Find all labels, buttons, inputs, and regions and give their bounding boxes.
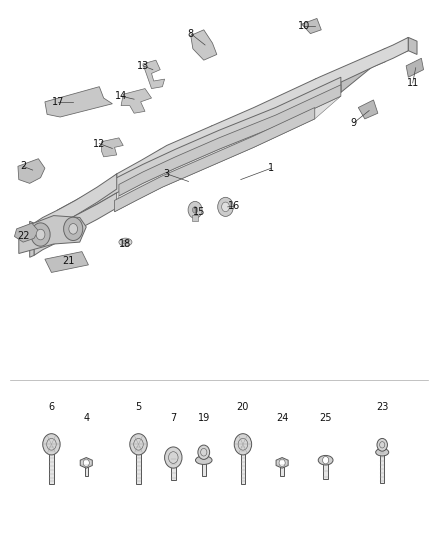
- Polygon shape: [45, 87, 113, 117]
- Text: 13: 13: [137, 61, 149, 71]
- Text: 19: 19: [198, 413, 210, 423]
- Polygon shape: [19, 215, 86, 254]
- Circle shape: [218, 197, 233, 216]
- Polygon shape: [115, 96, 341, 212]
- Text: 20: 20: [237, 402, 249, 413]
- Circle shape: [31, 223, 50, 246]
- Text: 10: 10: [298, 21, 310, 31]
- Circle shape: [43, 434, 60, 455]
- Text: 11: 11: [406, 78, 419, 88]
- Circle shape: [36, 229, 45, 240]
- Polygon shape: [115, 108, 315, 212]
- Polygon shape: [92, 149, 160, 207]
- Ellipse shape: [122, 240, 128, 244]
- Polygon shape: [34, 174, 117, 238]
- Bar: [240, 445, 245, 484]
- Ellipse shape: [376, 449, 389, 456]
- Circle shape: [192, 207, 198, 213]
- Text: 12: 12: [93, 139, 106, 149]
- Bar: [85, 460, 88, 476]
- Polygon shape: [191, 30, 217, 60]
- Polygon shape: [192, 215, 198, 221]
- Polygon shape: [119, 85, 341, 196]
- Polygon shape: [408, 37, 417, 54]
- Polygon shape: [18, 159, 45, 183]
- Polygon shape: [122, 126, 212, 190]
- Polygon shape: [406, 58, 424, 77]
- Text: 2: 2: [20, 161, 26, 171]
- Polygon shape: [58, 174, 117, 225]
- Polygon shape: [30, 221, 34, 257]
- Circle shape: [234, 434, 252, 455]
- Bar: [323, 463, 328, 479]
- Polygon shape: [58, 77, 341, 225]
- Text: 16: 16: [228, 201, 240, 211]
- Bar: [136, 445, 141, 484]
- Circle shape: [377, 439, 388, 451]
- Text: 25: 25: [319, 413, 332, 423]
- Text: 22: 22: [17, 231, 29, 241]
- Text: 3: 3: [164, 169, 170, 179]
- Text: 8: 8: [187, 29, 194, 38]
- Bar: [381, 449, 384, 483]
- Polygon shape: [174, 78, 317, 165]
- Circle shape: [165, 447, 182, 468]
- Circle shape: [69, 223, 78, 234]
- Polygon shape: [358, 100, 378, 119]
- Polygon shape: [34, 193, 117, 255]
- Ellipse shape: [195, 456, 212, 464]
- Polygon shape: [45, 252, 88, 272]
- Circle shape: [64, 217, 83, 240]
- Polygon shape: [14, 223, 39, 242]
- Bar: [202, 457, 206, 476]
- Text: 15: 15: [193, 207, 205, 217]
- Polygon shape: [117, 37, 408, 189]
- Text: 6: 6: [48, 402, 54, 413]
- Circle shape: [322, 456, 328, 464]
- Ellipse shape: [318, 455, 333, 465]
- Circle shape: [279, 459, 285, 466]
- Polygon shape: [102, 138, 123, 157]
- Text: 5: 5: [135, 402, 141, 413]
- Text: 23: 23: [376, 402, 389, 413]
- Polygon shape: [121, 88, 152, 113]
- Ellipse shape: [119, 238, 132, 246]
- Bar: [280, 460, 284, 476]
- Text: 17: 17: [52, 97, 64, 107]
- Text: 7: 7: [170, 413, 177, 423]
- Polygon shape: [276, 457, 288, 468]
- Text: 14: 14: [115, 91, 127, 101]
- Polygon shape: [341, 37, 408, 92]
- Circle shape: [198, 445, 210, 459]
- Text: 18: 18: [119, 239, 131, 249]
- Circle shape: [188, 201, 202, 219]
- Polygon shape: [80, 457, 92, 468]
- Circle shape: [130, 434, 147, 455]
- Bar: [171, 457, 176, 480]
- Bar: [49, 445, 54, 484]
- Text: 21: 21: [63, 256, 75, 266]
- Text: 24: 24: [276, 413, 288, 423]
- Circle shape: [222, 202, 230, 212]
- Polygon shape: [302, 19, 321, 34]
- Polygon shape: [143, 60, 165, 88]
- Text: 4: 4: [83, 413, 89, 423]
- Text: 9: 9: [351, 118, 357, 128]
- Circle shape: [83, 459, 89, 466]
- Polygon shape: [251, 49, 385, 133]
- Text: 1: 1: [268, 163, 274, 173]
